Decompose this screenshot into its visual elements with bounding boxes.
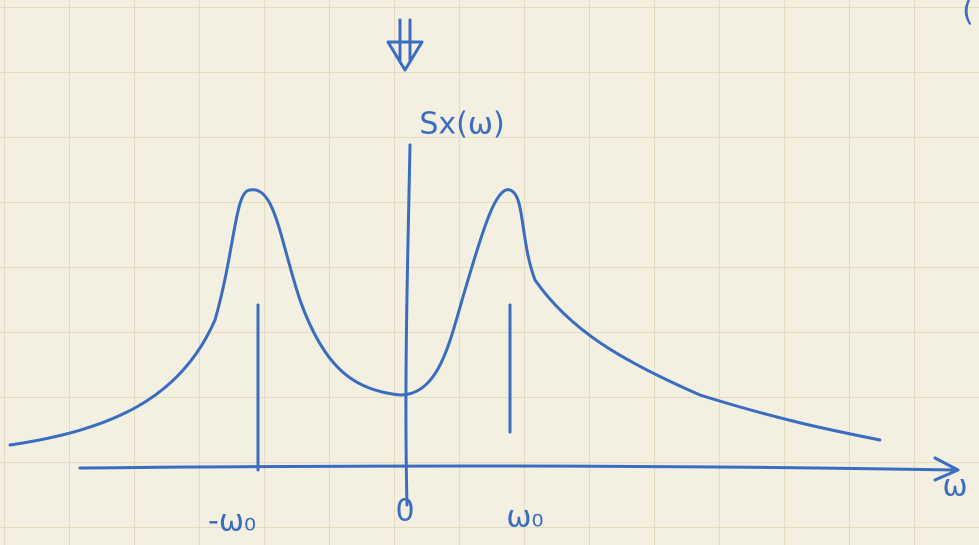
tick-label: 0 [395, 494, 414, 529]
tick-label: ω₀ [506, 500, 543, 535]
tick-label: -ω₀ [208, 504, 256, 539]
x-label: ω [942, 469, 967, 504]
y-label: Sx(ω) [419, 107, 504, 142]
y-axis [404, 143, 412, 507]
down-arrow [386, 18, 424, 72]
x-axis [78, 456, 960, 482]
spectrum-curve [8, 188, 882, 447]
margin-mark: ( [962, 0, 974, 29]
